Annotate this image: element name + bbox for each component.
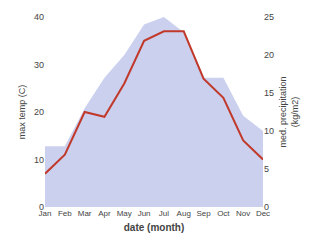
svg-text:Jan: Jan xyxy=(39,209,52,218)
svg-text:Jun: Jun xyxy=(138,209,151,218)
svg-text:30: 30 xyxy=(34,60,44,70)
svg-text:0: 0 xyxy=(39,202,44,212)
svg-text:May: May xyxy=(117,209,132,218)
svg-text:40: 40 xyxy=(34,12,44,22)
svg-text:25: 25 xyxy=(264,12,274,22)
svg-text:Feb: Feb xyxy=(58,209,72,218)
svg-text:max temp (C): max temp (C) xyxy=(17,85,27,140)
svg-text:5: 5 xyxy=(264,164,269,174)
svg-text:med. precipitation(kg/m2): med. precipitation(kg/m2) xyxy=(278,76,300,147)
svg-text:20: 20 xyxy=(34,107,44,117)
svg-text:Nov: Nov xyxy=(236,209,250,218)
svg-text:Mar: Mar xyxy=(78,209,92,218)
svg-text:Jul: Jul xyxy=(159,209,169,218)
svg-text:Aug: Aug xyxy=(177,209,191,218)
svg-text:date (month): date (month) xyxy=(124,222,185,233)
svg-text:20: 20 xyxy=(264,50,274,60)
svg-text:Sep: Sep xyxy=(196,209,211,218)
svg-text:15: 15 xyxy=(264,88,274,98)
svg-text:10: 10 xyxy=(264,126,274,136)
svg-text:Oct: Oct xyxy=(217,209,230,218)
svg-text:0: 0 xyxy=(264,202,269,212)
svg-text:Apr: Apr xyxy=(98,209,111,218)
svg-text:Dec: Dec xyxy=(256,209,270,218)
svg-text:10: 10 xyxy=(34,155,44,165)
